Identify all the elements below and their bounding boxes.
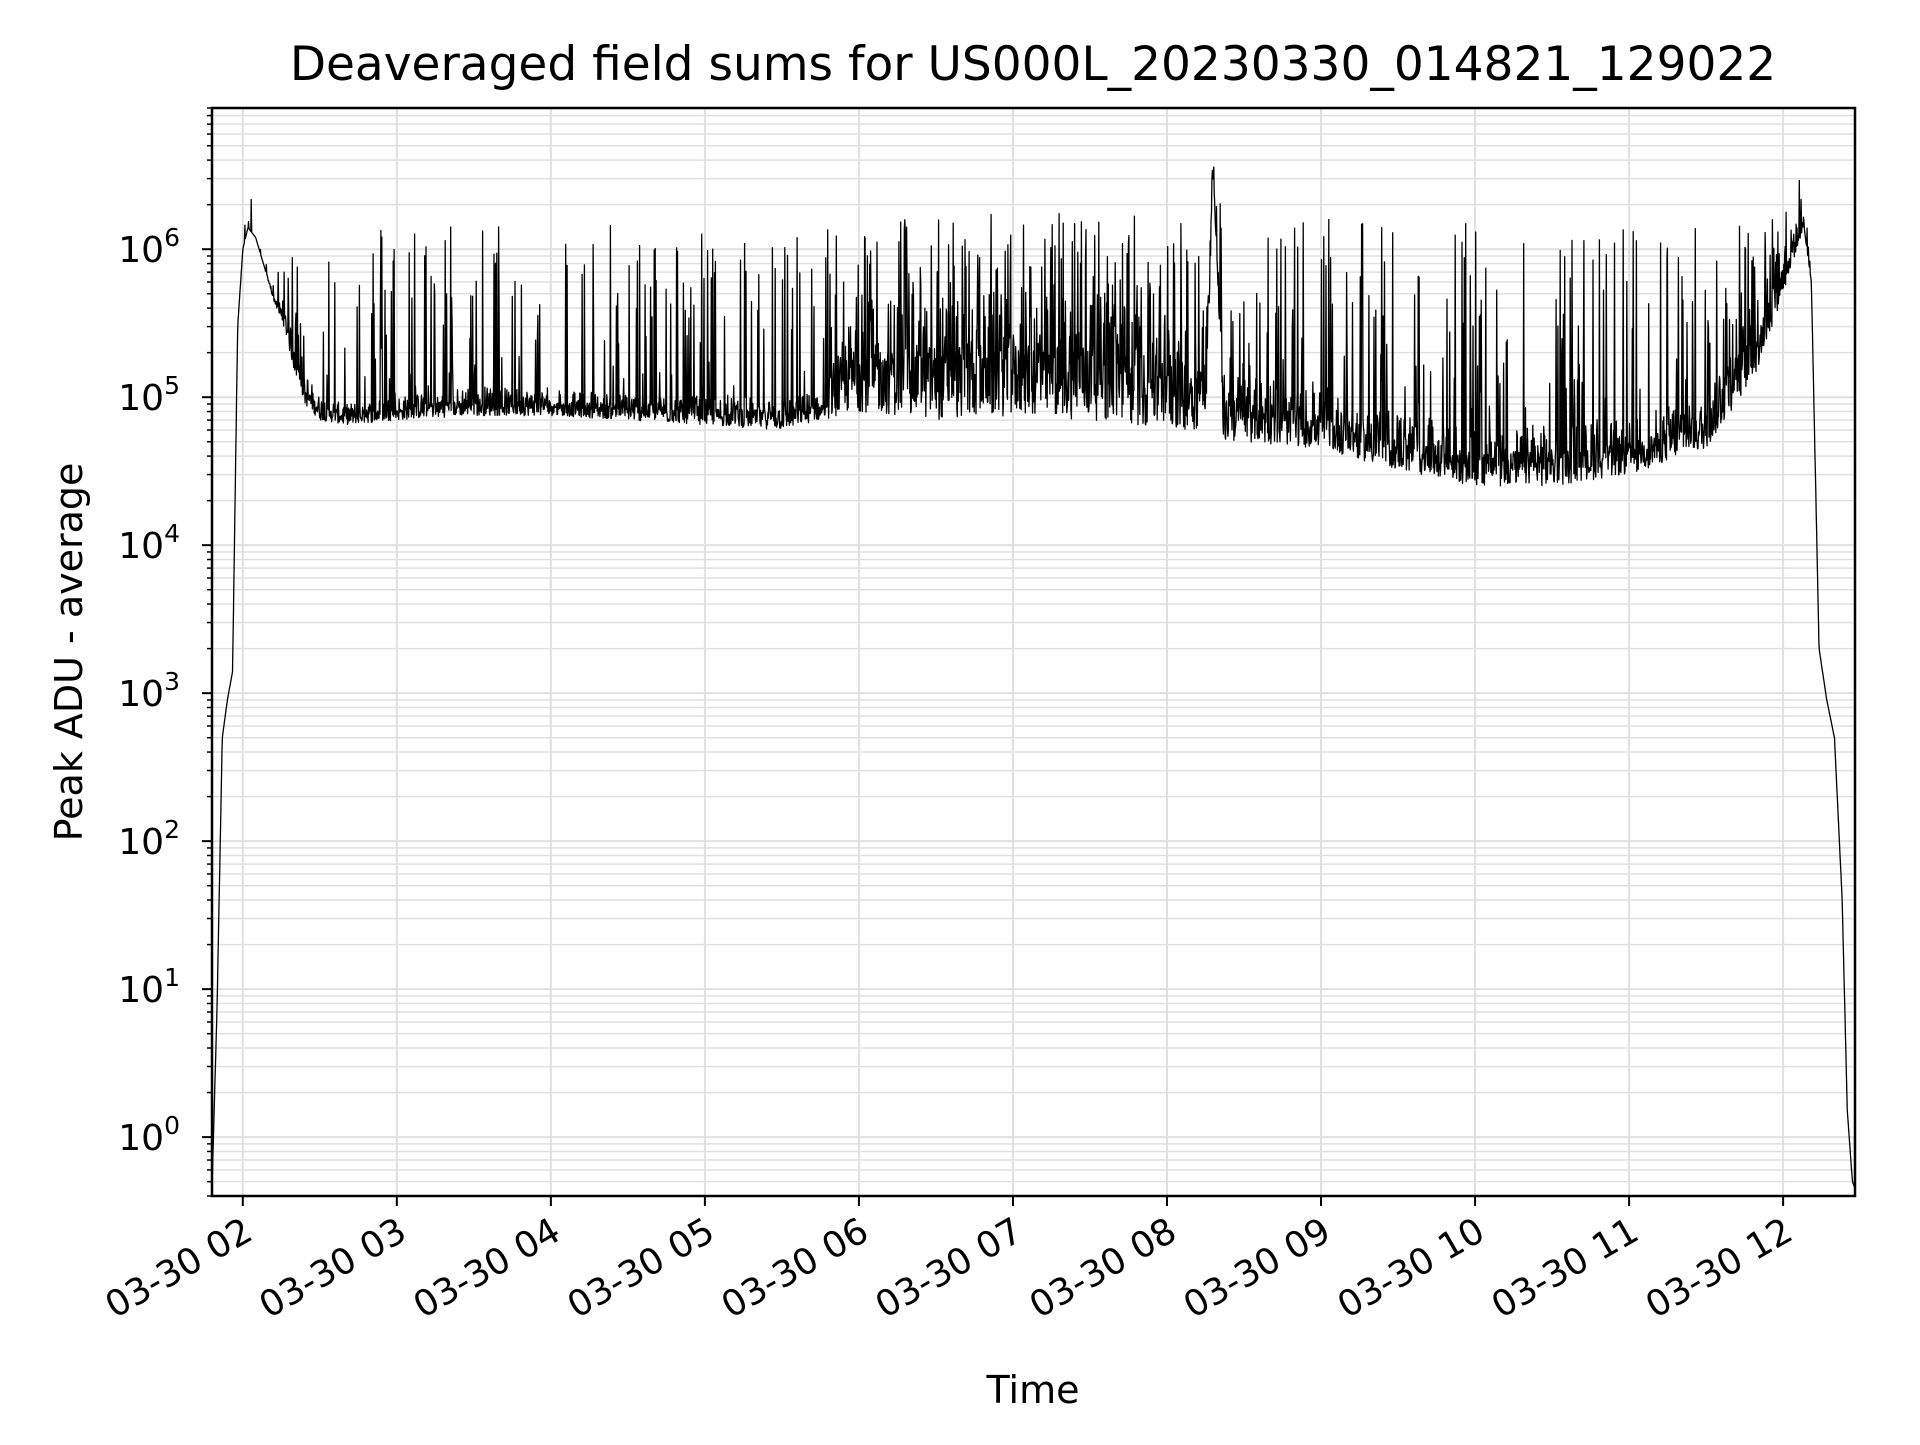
y-tick-exponent: 6 xyxy=(164,223,180,252)
y-tick-base: 10 xyxy=(118,378,164,419)
y-tick-base: 10 xyxy=(118,1118,164,1159)
y-tick-base: 10 xyxy=(118,230,164,271)
plot-area-frame xyxy=(210,106,1857,1198)
chart-title: Deaveraged field sums for US000L_2023033… xyxy=(290,37,1776,92)
grid-lines xyxy=(212,107,1855,1197)
y-tick-label: 102 xyxy=(118,815,180,863)
series-layer xyxy=(211,166,1856,1189)
y-tick-label: 104 xyxy=(118,519,180,567)
series-line xyxy=(211,166,1856,1189)
y-tick-exponent: 3 xyxy=(164,667,180,696)
y-tick-label: 103 xyxy=(118,667,180,715)
y-tick-base: 10 xyxy=(118,526,164,567)
y-tick-base: 10 xyxy=(118,822,164,863)
y-tick-exponent: 0 xyxy=(164,1111,180,1140)
x-axis-label: Time xyxy=(986,1368,1080,1412)
y-tick-exponent: 5 xyxy=(164,371,180,400)
y-tick-base: 10 xyxy=(118,970,164,1011)
y-tick-exponent: 4 xyxy=(164,519,180,548)
y-tick-base: 10 xyxy=(118,674,164,715)
y-tick-label: 105 xyxy=(118,371,180,419)
y-tick-label: 100 xyxy=(118,1111,180,1159)
y-tick-label: 101 xyxy=(118,963,180,1011)
y-tick-exponent: 2 xyxy=(164,815,180,844)
y-tick-exponent: 1 xyxy=(164,963,180,992)
y-tick-label: 106 xyxy=(118,223,180,271)
y-axis-label: Peak ADU - average xyxy=(47,463,91,842)
tick-marks xyxy=(202,107,1785,1206)
